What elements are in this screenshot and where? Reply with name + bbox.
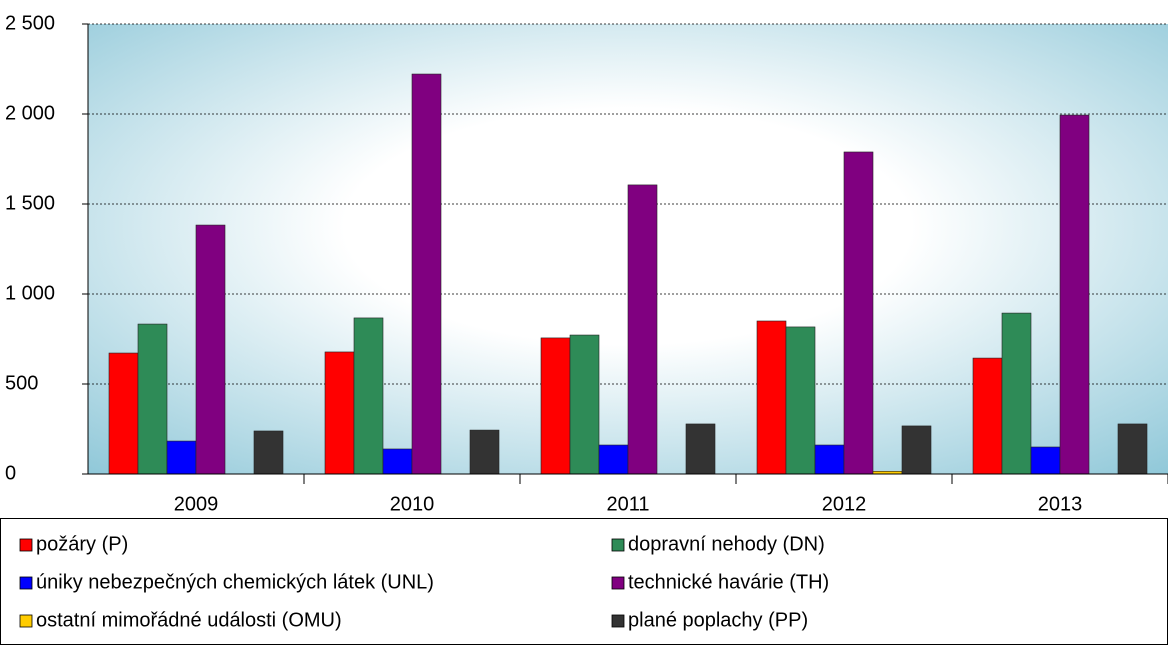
bar [382, 448, 413, 475]
bar [569, 334, 600, 475]
y-tick-label: 1 500 [5, 192, 55, 214]
legend-swatch [611, 614, 625, 628]
bar [627, 184, 658, 475]
bar [598, 444, 629, 475]
y-tick-label: 2 000 [5, 102, 55, 124]
bar [901, 425, 932, 475]
legend-label: dopravní nehody (DN) [628, 533, 825, 555]
legend-swatch [19, 538, 33, 552]
bar [1117, 423, 1148, 475]
legend-swatch [611, 538, 625, 552]
legend-swatch [19, 614, 33, 628]
y-tick-label: 0 [5, 462, 16, 484]
legend-label: plané poplachy (PP) [628, 609, 808, 631]
bar [756, 320, 787, 475]
bar [353, 317, 384, 475]
bar [469, 429, 500, 475]
legend-label: úniky nebezpečných chemických látek (UNL… [36, 571, 434, 593]
bar [166, 440, 197, 475]
bar [972, 357, 1003, 475]
y-tick-label: 1 000 [5, 282, 55, 304]
x-tick-label: 2012 [822, 493, 867, 515]
legend-swatch [611, 576, 625, 590]
bar [1001, 312, 1032, 475]
bar [843, 151, 874, 475]
bar [1059, 114, 1090, 475]
bar [108, 352, 139, 475]
bar [253, 430, 284, 475]
legend-swatch [19, 576, 33, 590]
bar [785, 326, 816, 475]
y-tick-label: 2 500 [5, 12, 55, 34]
bar [195, 224, 226, 475]
x-tick-label: 2013 [1038, 493, 1083, 515]
x-tick-label: 2010 [390, 493, 435, 515]
y-tick-label: 500 [5, 372, 38, 394]
bar [814, 444, 845, 475]
bar [137, 323, 168, 475]
legend-label: technické havárie (TH) [628, 571, 829, 593]
x-tick-label: 2009 [174, 493, 219, 515]
legend-label: požáry (P) [36, 533, 128, 555]
bar [685, 423, 716, 475]
legend-box [0, 518, 1168, 645]
bar [1030, 446, 1061, 475]
x-tick-label: 2011 [606, 493, 649, 515]
bar [540, 337, 571, 475]
bar [411, 73, 442, 475]
legend-label: ostatní mimořádné události (OMU) [36, 609, 342, 631]
bar [324, 351, 355, 475]
